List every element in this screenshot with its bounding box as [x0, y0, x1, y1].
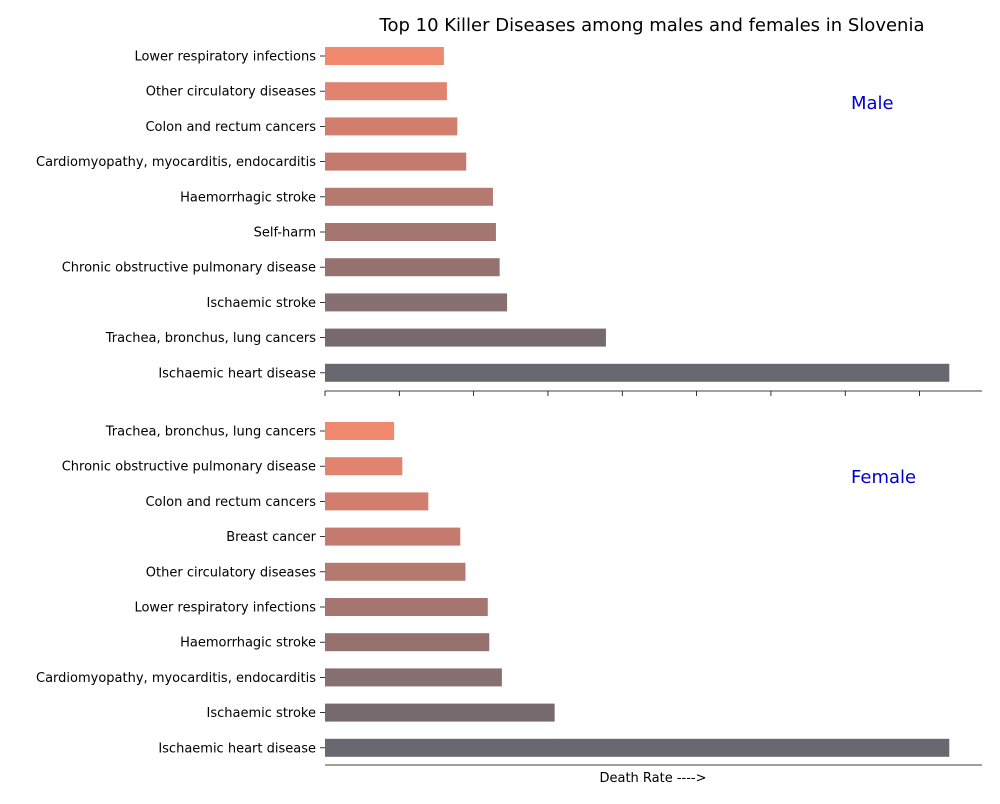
- female-y-tick-label-3: Colon and rectum cancers: [145, 495, 316, 510]
- male-y-tick-label-6: Self-harm: [254, 226, 316, 241]
- female-y-tick-label-1: Trachea, bronchus, lung cancers: [105, 425, 316, 440]
- male-panel-label: Male: [851, 93, 894, 114]
- female-bar-5: [325, 562, 466, 581]
- chart-title: Top 10 Killer Diseases among males and f…: [379, 15, 925, 36]
- female-y-tick-label-10: Ischaemic heart disease: [158, 741, 316, 756]
- female-y-tick-label-6: Lower respiratory infections: [134, 601, 316, 616]
- female-y-tick-label-5: Other circulatory diseases: [146, 565, 316, 580]
- male-bar-2: [325, 82, 447, 101]
- male-bar-6: [325, 223, 496, 241]
- female-bar-8: [325, 668, 502, 687]
- panel-male: Lower respiratory infections Other circul…: [36, 47, 982, 396]
- male-bar-8: [325, 293, 508, 312]
- female-panel-label: Female: [851, 467, 916, 488]
- female-bar-2: [325, 457, 403, 476]
- panel-female: Trachea, bronchus, lung cancers Chronic o…: [36, 422, 982, 766]
- male-y-tick-label-10: Ischaemic heart disease: [158, 366, 316, 381]
- male-bar-3: [325, 117, 458, 136]
- male-y-tick-label-7: Chronic obstructive pulmonary disease: [62, 261, 316, 276]
- female-bar-6: [325, 598, 488, 616]
- x-axis-label: Death Rate ---->: [599, 771, 706, 786]
- male-y-tick-label-8: Ischaemic stroke: [207, 296, 316, 311]
- male-y-tick-label-9: Trachea, bronchus, lung cancers: [105, 331, 316, 346]
- male-y-tick-label-5: Haemorrhagic stroke: [180, 190, 316, 205]
- male-y-tick-label-1: Lower respiratory infections: [134, 50, 316, 65]
- male-y-tick-label-4: Cardiomyopathy, myocarditis, endocarditi…: [36, 155, 316, 170]
- male-bar-7: [325, 258, 500, 277]
- female-y-tick-label-8: Cardiomyopathy, myocarditis, endocarditi…: [36, 671, 316, 686]
- male-bar-4: [325, 152, 467, 171]
- female-bar-4: [325, 527, 461, 546]
- female-bar-1: [325, 422, 395, 440]
- female-y-tick-label-9: Ischaemic stroke: [207, 706, 316, 721]
- male-y-tick-label-2: Other circulatory diseases: [146, 85, 316, 100]
- male-bar-5: [325, 187, 493, 206]
- male-y-tick-label-3: Colon and rectum cancers: [145, 120, 316, 135]
- female-bar-9: [325, 703, 555, 722]
- male-bar-1: [325, 47, 444, 65]
- female-y-tick-label-7: Haemorrhagic stroke: [180, 636, 316, 651]
- female-bar-3: [325, 492, 429, 511]
- female-y-tick-label-4: Breast cancer: [226, 530, 316, 545]
- female-y-tick-label-2: Chronic obstructive pulmonary disease: [62, 460, 316, 475]
- male-bar-10: [325, 363, 950, 382]
- male-bar-9: [325, 328, 606, 347]
- female-bar-10: [325, 738, 950, 757]
- female-bar-7: [325, 633, 490, 652]
